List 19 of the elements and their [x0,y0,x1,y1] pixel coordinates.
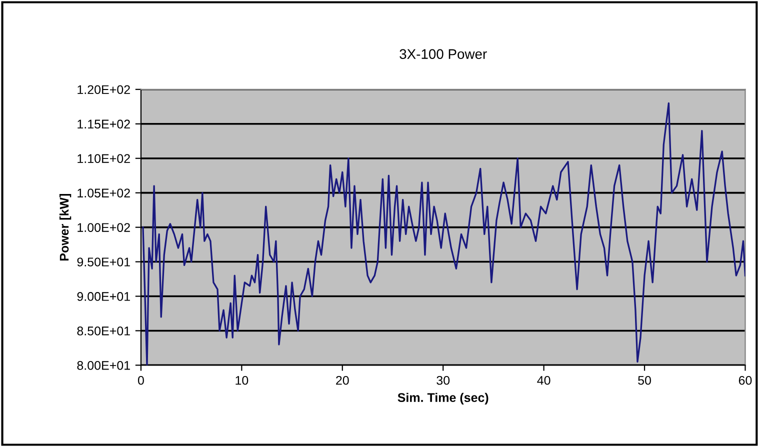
x-tick-label: 30 [436,376,450,385]
chart-title: 3X-100 Power [400,49,487,59]
x-tick-label: 0 [138,376,144,385]
y-tick-label: 1.10E+02 [78,154,130,163]
y-tick-label: 1.00E+02 [78,223,130,232]
x-axis-title: Sim. Time (sec) [398,392,488,404]
y-tick-label: 9.00E+01 [77,292,130,301]
x-tick-label: 10 [236,376,248,385]
x-tick-label: 40 [537,376,550,385]
y-tick-label: 1.20E+02 [78,85,130,94]
y-axis-title: Power [kW] [59,194,72,260]
y-tick-label: 9.50E+01 [77,258,130,266]
x-tick-label: 20 [336,376,349,385]
y-tick-label: 1.05E+02 [78,188,130,198]
x-tick-label: 50 [638,376,651,385]
x-tick-label: 60 [738,376,752,385]
y-tick-label: 8.50E+01 [77,326,130,336]
y-tick-label: 8.00E+01 [77,361,130,370]
y-tick-label: 1.15E+02 [78,120,130,129]
